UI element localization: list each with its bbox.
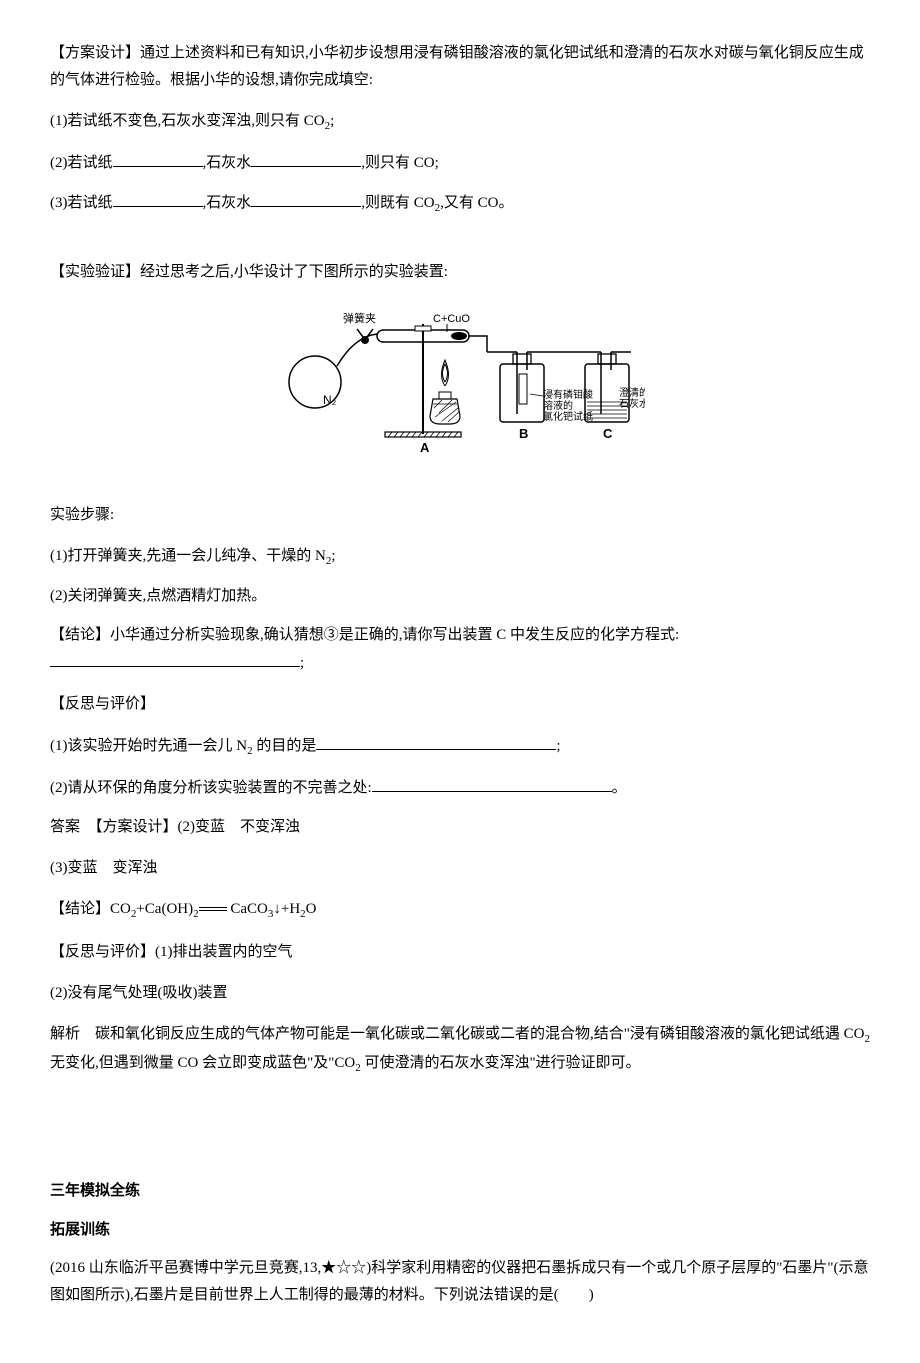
blank-field[interactable]: [251, 149, 361, 167]
letter-b: B: [519, 426, 528, 441]
fangan-design-heading: 【方案设计】通过上述资料和已有知识,小华初步设想用浸有磷钼酸溶液的氯化钯试纸和澄…: [50, 40, 870, 94]
answer-line-2: (3)变蓝 变浑浊: [50, 855, 870, 882]
tail: 。: [612, 780, 627, 796]
text: (1)打开弹簧夹,先通一会儿纯净、干燥的 N: [50, 548, 326, 564]
tube-left: [337, 334, 377, 366]
fangan-item-2: (2)若试纸 ,石灰水 ,则只有 CO;: [50, 149, 870, 177]
spring-clip-icon: [357, 329, 373, 344]
last-question-para: (2016 山东临沂平邑赛博中学元旦竞赛,13,★☆☆)科学家利用精密的仪器把石…: [50, 1255, 870, 1309]
experiment-diagram: N₂ 弹簧夹 C+CuO: [50, 304, 870, 484]
tail: ;: [331, 548, 335, 564]
answer-line-3: 【结论】CO2+Ca(OH)2 CaCO3↓+H2O: [50, 896, 870, 925]
spacer: [50, 1093, 870, 1121]
letter-c: C: [603, 426, 613, 441]
spring-clip-label: 弹簧夹: [343, 311, 376, 325]
text-d: ↓+H: [273, 901, 300, 917]
text-c: ,则只有 CO;: [361, 155, 439, 171]
reaction-arrow-icon: [199, 902, 227, 918]
text-e: O: [306, 901, 317, 917]
yanzheng-heading: 【实验验证】经过思考之后,小华设计了下图所示的实验装置:: [50, 259, 870, 286]
stand-and-lamp: [385, 348, 461, 437]
text-a: 解析 碳和氧化铜反应生成的气体产物可能是一氧化碳或二氧化碳或二者的混合物,结合"…: [50, 1026, 864, 1042]
n2-label: N₂: [323, 393, 337, 407]
text-a: (1)该实验开始时先通一会儿 N: [50, 738, 247, 754]
text-a: 【结论】小华通过分析实验现象,确认猜想③是正确的,请你写出装置 C 中发生反应的…: [50, 627, 679, 643]
letter-a: A: [420, 440, 430, 455]
fangan-item-1: (1)若试纸不变色,石灰水变浑浊,则只有 CO2;: [50, 108, 870, 137]
jielun-para: 【结论】小华通过分析实验现象,确认猜想③是正确的,请你写出装置 C 中发生反应的…: [50, 622, 870, 677]
section-tuozhan-heading: 拓展训练: [50, 1216, 870, 1243]
powder: [451, 332, 467, 340]
answer-line-4: 【反思与评价】(1)排出装置内的空气: [50, 939, 870, 966]
c-cuo-label: C+CuO: [433, 313, 470, 325]
text-b: ,石灰水: [203, 195, 252, 211]
text-b: ,石灰水: [203, 155, 252, 171]
blank-field[interactable]: [372, 774, 612, 792]
jiexi-para: 解析 碳和氧化铜反应生成的气体产物可能是一氧化碳或二氧化碳或二者的混合物,结合"…: [50, 1021, 870, 1079]
fangan-item-3: (3)若试纸,石灰水,则既有 CO2,又有 CO。: [50, 189, 870, 219]
text-c: 可使澄清的石灰水变浑浊"进行验证即可。: [361, 1055, 641, 1071]
b-pointer: [530, 394, 543, 396]
holder-clamp: [415, 326, 431, 331]
blank-field[interactable]: [113, 149, 203, 167]
text-d: ,又有 CO。: [440, 195, 513, 211]
step-1: (1)打开弹簧夹,先通一会儿纯净、干燥的 N2;: [50, 543, 870, 572]
tail: ;: [300, 655, 304, 671]
blank-field[interactable]: [50, 649, 300, 667]
text-a: (2)若试纸: [50, 155, 113, 171]
text-a: (3)若试纸: [50, 195, 113, 211]
blank-field[interactable]: [251, 189, 361, 207]
tail: ;: [330, 113, 334, 129]
fansi-heading: 【反思与评价】: [50, 691, 870, 718]
apparatus-svg: N₂ 弹簧夹 C+CuO: [275, 304, 645, 474]
answer-line-1: 答案 【方案设计】(2)变蓝 不变浑浊: [50, 814, 870, 841]
b-label-2: 溶液的: [543, 399, 573, 412]
section-moniti-heading: 三年模拟全练: [50, 1177, 870, 1204]
text: (1)若试纸不变色,石灰水变浑浊,则只有 CO: [50, 113, 325, 129]
spacer: [50, 231, 870, 259]
text-c: ,则既有 CO: [361, 195, 434, 211]
tube-to-b-outer: [469, 336, 487, 352]
tail: ;: [556, 738, 560, 754]
text-b: +Ca(OH): [136, 901, 193, 917]
blank-field[interactable]: [113, 189, 203, 207]
spacer: [50, 1121, 870, 1149]
text-a: 【结论】CO: [50, 901, 131, 917]
text-a: (2)请从环保的角度分析该实验装置的不完善之处:: [50, 780, 372, 796]
text-b: 无变化,但遇到微量 CO 会立即变成蓝色"及"CO: [50, 1055, 355, 1071]
fansi-1: (1)该实验开始时先通一会儿 N2 的目的是;: [50, 732, 870, 762]
c-label-1: 澄清的: [619, 386, 645, 399]
blank-field[interactable]: [316, 732, 556, 750]
step-2: (2)关闭弹簧夹,点燃酒精灯加热。: [50, 583, 870, 610]
c-label-2: 石灰水: [619, 397, 645, 410]
steps-heading: 实验步骤:: [50, 502, 870, 529]
text-b: 的目的是: [253, 738, 317, 754]
answer-line-5: (2)没有尾气处理(吸收)装置: [50, 980, 870, 1007]
subscript-2: 2: [864, 1033, 870, 1045]
text-c: CaCO: [227, 901, 268, 917]
fansi-2: (2)请从环保的角度分析该实验装置的不完善之处: 。: [50, 774, 870, 802]
